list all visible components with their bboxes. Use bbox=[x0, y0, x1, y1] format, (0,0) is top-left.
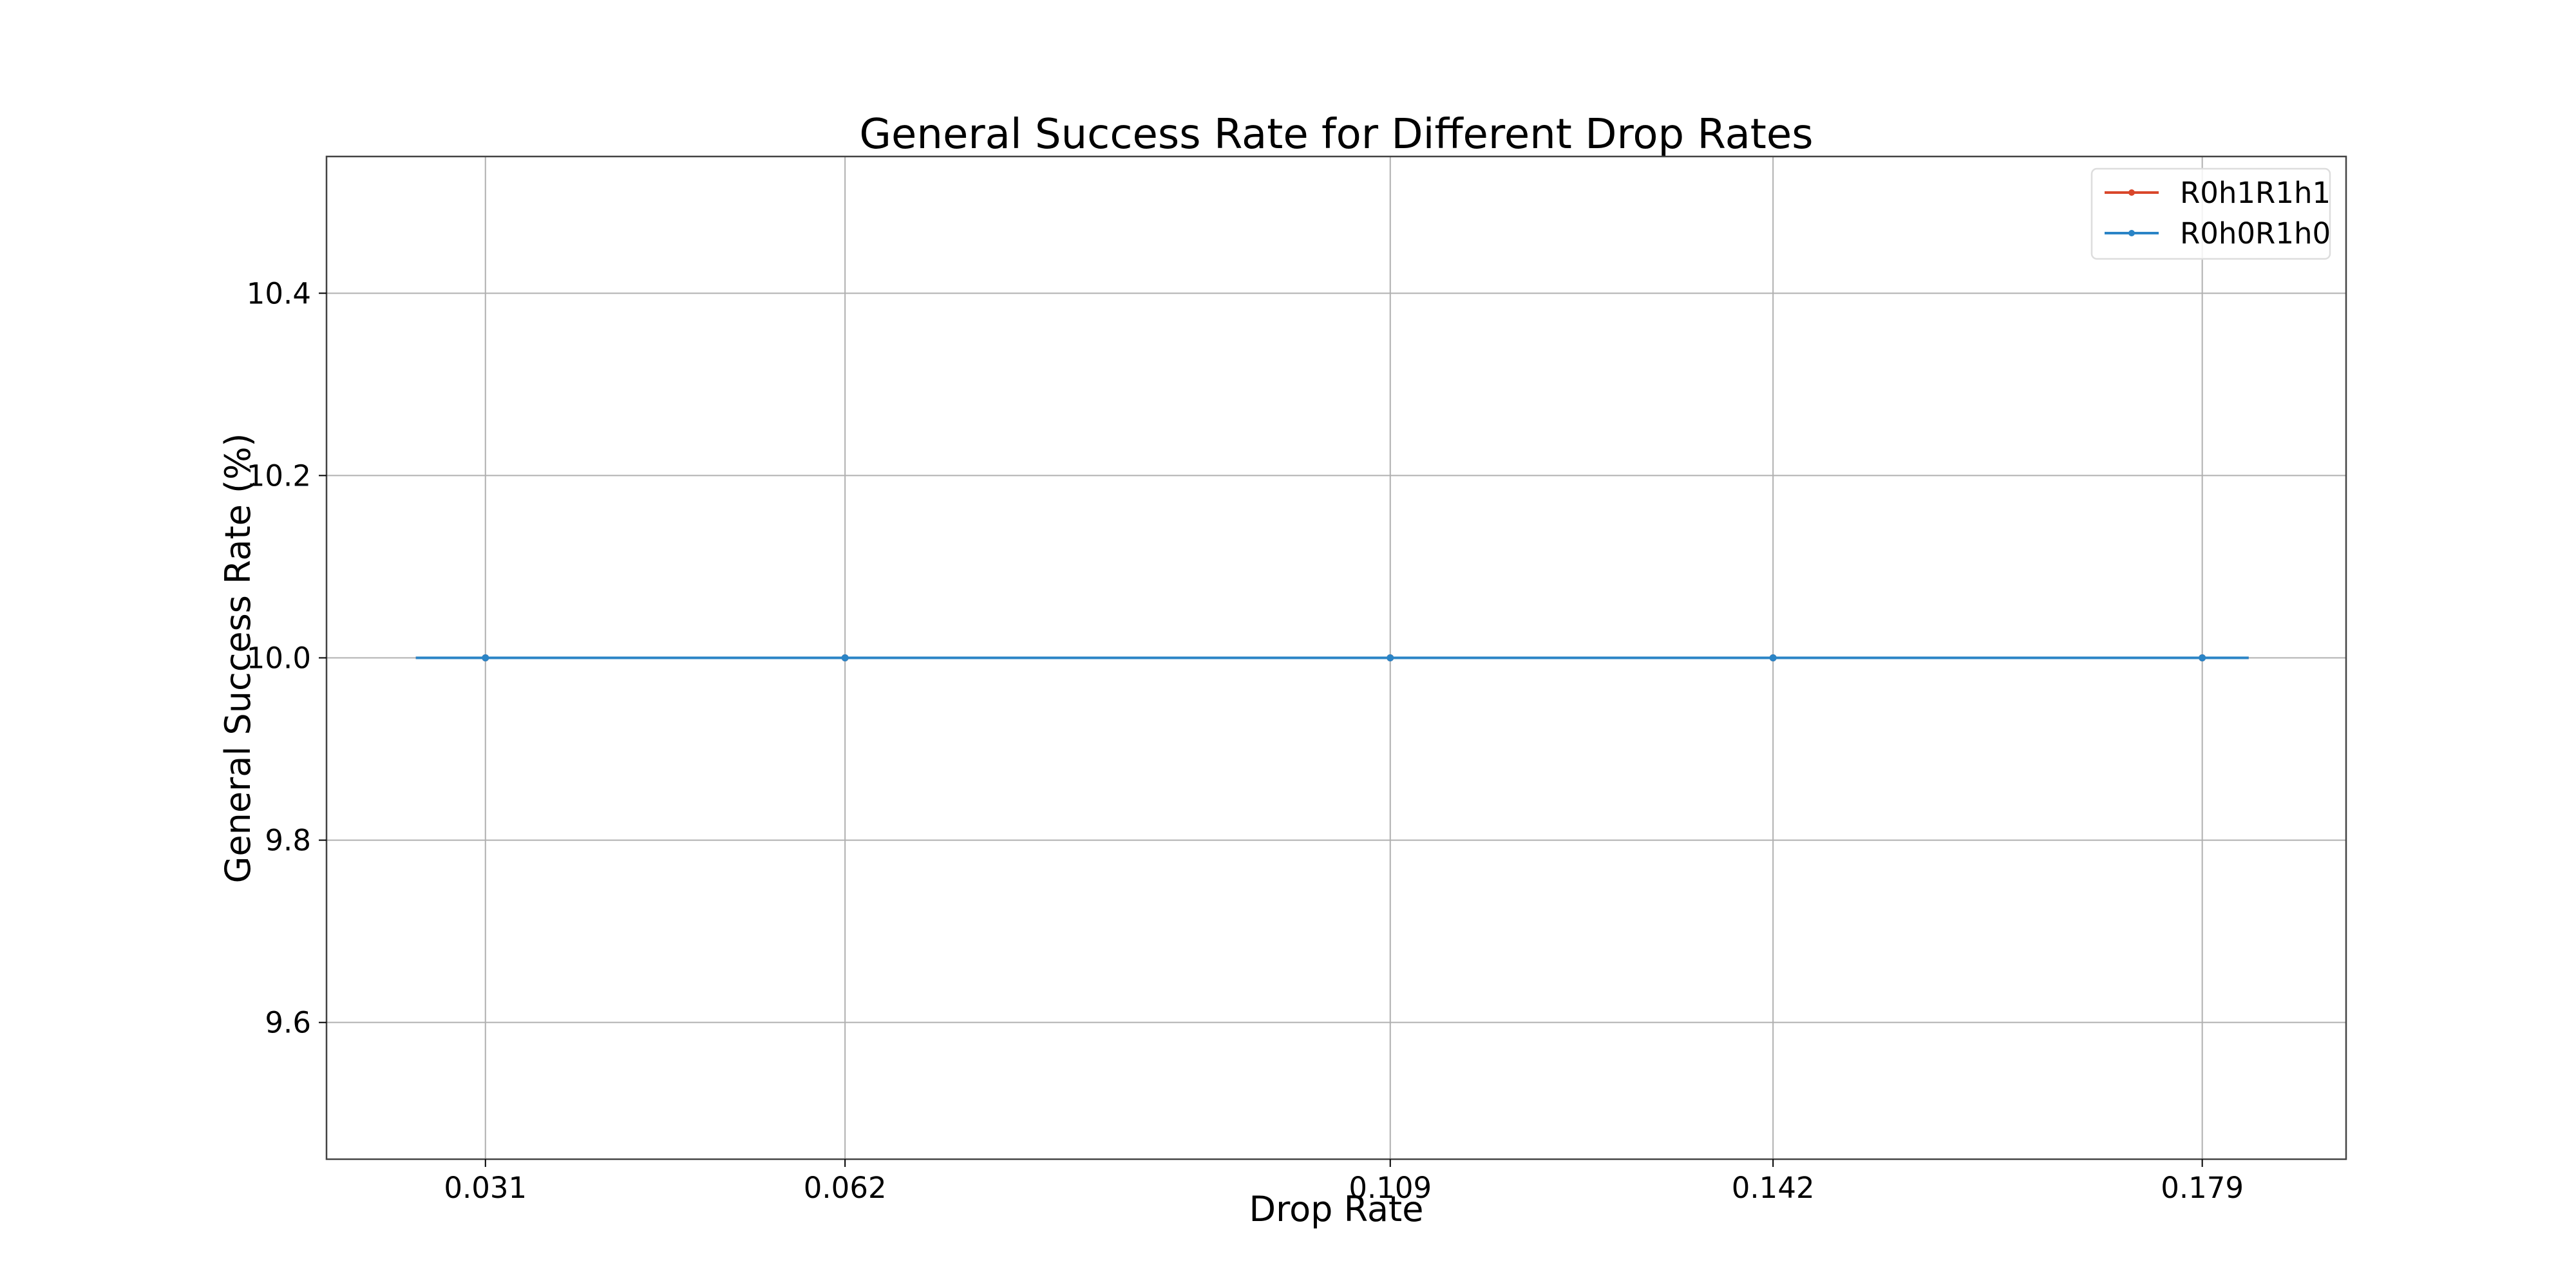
x-tick-label: 0.142 bbox=[1732, 1171, 1815, 1205]
y-tick-label: 9.6 bbox=[265, 1006, 311, 1040]
series-R0h0R1h0 bbox=[415, 654, 2249, 661]
series-group bbox=[415, 654, 2249, 661]
x-tick-label: 0.179 bbox=[2161, 1171, 2244, 1205]
y-axis-label: General Success Rate (%) bbox=[218, 433, 258, 884]
data-point bbox=[482, 654, 489, 661]
x-axis: 0.031 0.062 0.109 0.142 0.179 bbox=[444, 1159, 2244, 1205]
x-tick-label: 0.062 bbox=[804, 1171, 887, 1205]
y-tick-label: 10.2 bbox=[247, 459, 311, 493]
legend: R0h1R1h1 R0h0R1h0 bbox=[2090, 167, 2331, 260]
y-axis: 9.6 9.8 10.0 10.2 10.4 bbox=[247, 276, 327, 1040]
y-tick-label: 9.8 bbox=[265, 824, 311, 858]
data-point bbox=[1769, 654, 1777, 661]
y-tick-label: 10.4 bbox=[247, 276, 311, 310]
legend-marker-0 bbox=[2128, 189, 2135, 196]
data-point bbox=[841, 654, 849, 661]
y-tick-label: 10.0 bbox=[247, 641, 311, 676]
data-point bbox=[2199, 654, 2206, 661]
chart-title: General Success Rate for Different Drop … bbox=[859, 111, 1813, 158]
x-axis-label: Drop Rate bbox=[1249, 1189, 1424, 1229]
legend-marker-1 bbox=[2128, 230, 2135, 236]
x-tick-label: 0.031 bbox=[444, 1171, 527, 1205]
x-tick-label: 0.109 bbox=[1349, 1171, 1432, 1205]
legend-label-1: R0h0R1h0 bbox=[2180, 216, 2331, 251]
data-point bbox=[1387, 654, 1394, 661]
legend-label-0: R0h1R1h1 bbox=[2180, 176, 2331, 210]
